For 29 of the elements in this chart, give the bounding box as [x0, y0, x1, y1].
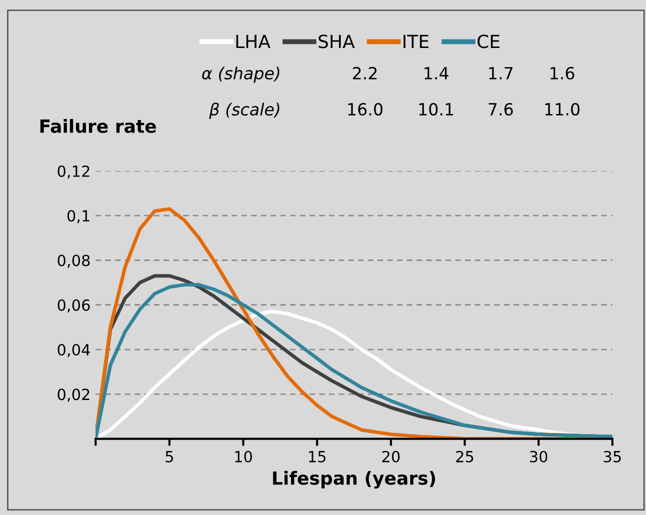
x-tick-label: 25 — [456, 450, 474, 462]
y-tick-label: 0,08 — [58, 254, 90, 268]
x-tick-label: 10 — [235, 450, 252, 462]
text: 1.7 — [489, 67, 512, 80]
text: 1.6 — [550, 66, 574, 80]
text: 11.0 — [545, 102, 580, 116]
text: 1.4 — [424, 67, 448, 80]
legend-label: SHA — [318, 34, 355, 48]
legend-label: LHA — [236, 34, 270, 48]
x-axis-title: Lifespan (years) — [273, 470, 436, 489]
x-tick-label: 20 — [382, 450, 400, 462]
text: β (scale) — [209, 102, 280, 119]
x-tick-label: 5 — [166, 451, 173, 462]
y-tick-label: 0,12 — [58, 165, 90, 179]
y-tick-label: 0,1 — [67, 210, 90, 224]
x-tick-label: 15 — [309, 451, 326, 462]
text: 10.1 — [419, 102, 454, 116]
text: 2.2 — [352, 66, 377, 80]
x-tick-label: 30 — [530, 450, 548, 462]
text: 7.6 — [488, 102, 513, 116]
legend-label: ITE — [404, 34, 428, 48]
legend-label: CE — [478, 34, 500, 48]
x-tick-label: 35 — [604, 450, 621, 462]
text: α (shape) — [202, 66, 280, 83]
y-tick-label: 0,04 — [58, 344, 90, 358]
text: 16.0 — [348, 102, 382, 116]
y-tick-label: 0,02 — [58, 388, 90, 402]
y-tick-label: 0,06 — [58, 299, 90, 312]
y-axis-title: Failure rate — [40, 119, 156, 133]
